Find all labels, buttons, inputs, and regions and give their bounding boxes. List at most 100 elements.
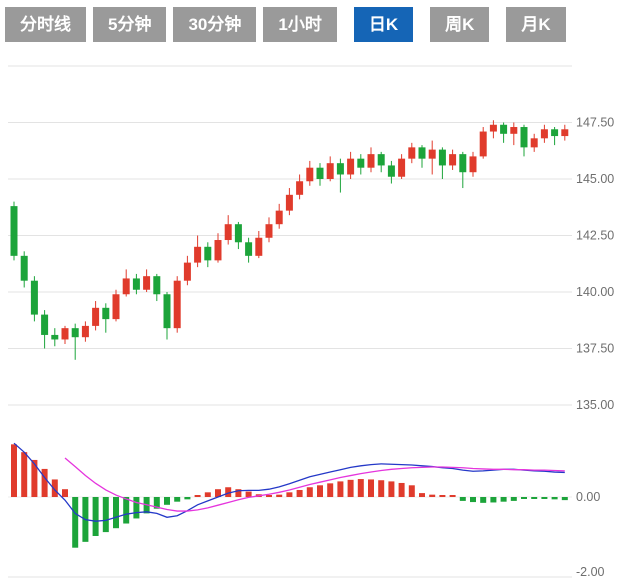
candle-body (102, 307, 110, 320)
macd-bar (388, 481, 395, 497)
candle-body (530, 138, 538, 148)
candle-body (61, 328, 69, 340)
tab-分时线[interactable]: 分时线 (5, 7, 86, 42)
macd-axis-label: 0.00 (576, 490, 600, 504)
tab-5分钟[interactable]: 5分钟 (93, 7, 167, 42)
candle-body (234, 224, 242, 243)
candle-body (71, 328, 79, 338)
price-axis-label: 140.00 (576, 285, 614, 299)
candle-body (153, 276, 161, 295)
macd-bar (378, 480, 385, 497)
macd-bar (347, 479, 354, 497)
tab-30分钟[interactable]: 30分钟 (173, 7, 257, 42)
candle-body (163, 294, 171, 329)
candle-body (194, 246, 202, 263)
macd-bar (92, 497, 99, 536)
macd-bar (276, 494, 283, 497)
candle-body (551, 129, 559, 137)
macd-bar (561, 497, 568, 501)
macd-bar (133, 497, 140, 519)
candle-body (479, 131, 487, 157)
macd-axis-label: -2.00 (576, 565, 605, 579)
candle-body (367, 154, 375, 168)
candle-body (459, 154, 467, 173)
candle-body (265, 224, 273, 238)
tab-月K[interactable]: 月K (506, 7, 566, 42)
price-axis-label: 135.00 (576, 398, 614, 412)
macd-bar (215, 489, 221, 497)
macd-bar (327, 483, 334, 497)
macd-bar (459, 497, 466, 501)
candle-body (387, 165, 395, 177)
tab-周K[interactable]: 周K (430, 7, 490, 42)
macd-dea-line (64, 457, 565, 512)
macd-bar (194, 495, 201, 497)
candle-body (408, 147, 416, 159)
candle-body (112, 294, 120, 320)
candle-body (30, 280, 38, 315)
candle-body (41, 314, 49, 335)
macd-bar (398, 482, 405, 497)
candle-body (214, 240, 222, 261)
macd-bar (235, 489, 242, 497)
macd-bar (317, 485, 323, 497)
candle-body (418, 147, 426, 159)
price-axis-label: 142.50 (576, 229, 614, 243)
tab-1小时[interactable]: 1小时 (263, 7, 337, 42)
candle-body (285, 194, 293, 211)
macd-bar (41, 468, 48, 497)
candle-body (122, 278, 130, 295)
macd-bar (184, 497, 191, 500)
candle-body (428, 149, 436, 159)
macd-bar (337, 481, 344, 497)
candle-body (316, 167, 324, 179)
candle-body (20, 255, 28, 281)
candle-body (81, 325, 89, 338)
candle-body (143, 276, 151, 290)
macd-bar (225, 487, 232, 497)
candle-body (520, 127, 528, 148)
macd-bar (286, 492, 293, 497)
macd-bar (102, 497, 109, 533)
macd-bar (62, 489, 68, 497)
macd-bar (357, 479, 364, 497)
candle-body (275, 210, 283, 225)
candle-body (224, 224, 232, 241)
macd-bar (174, 497, 181, 502)
candle-body (438, 149, 446, 166)
candle-body (377, 154, 385, 166)
candle-body (326, 163, 334, 179)
candle-body (245, 242, 253, 256)
macd-bar (51, 479, 58, 497)
macd-bar (439, 495, 446, 497)
macd-bar (113, 497, 119, 529)
macd-bar (164, 497, 170, 505)
macd-bar (204, 492, 211, 497)
candle-body (173, 280, 181, 329)
candle-body (132, 278, 140, 290)
candle-body (92, 307, 100, 326)
macd-bar (480, 497, 487, 503)
macd-bar (31, 459, 38, 497)
macd-bar (551, 497, 558, 500)
timeframe-toolbar: 分时线 5分钟 30分钟 1小时 日K 周K 月K (5, 7, 566, 42)
macd-bar (368, 479, 374, 497)
macd-bar (541, 497, 548, 499)
candle-body (255, 237, 263, 256)
price-axis-label: 145.00 (576, 172, 614, 186)
candle-body (540, 129, 548, 139)
candle-body (398, 158, 406, 177)
macd-bar (153, 497, 160, 509)
macd-bar (470, 497, 476, 503)
macd-bar (510, 497, 517, 501)
tab-日K[interactable]: 日K (353, 7, 414, 42)
macd-bar (521, 497, 527, 499)
macd-bar (490, 497, 497, 503)
macd-bar (21, 452, 28, 497)
candle-body (183, 262, 191, 281)
candle-body (10, 206, 18, 256)
candle-body (204, 246, 212, 261)
candle-body (510, 127, 518, 134)
